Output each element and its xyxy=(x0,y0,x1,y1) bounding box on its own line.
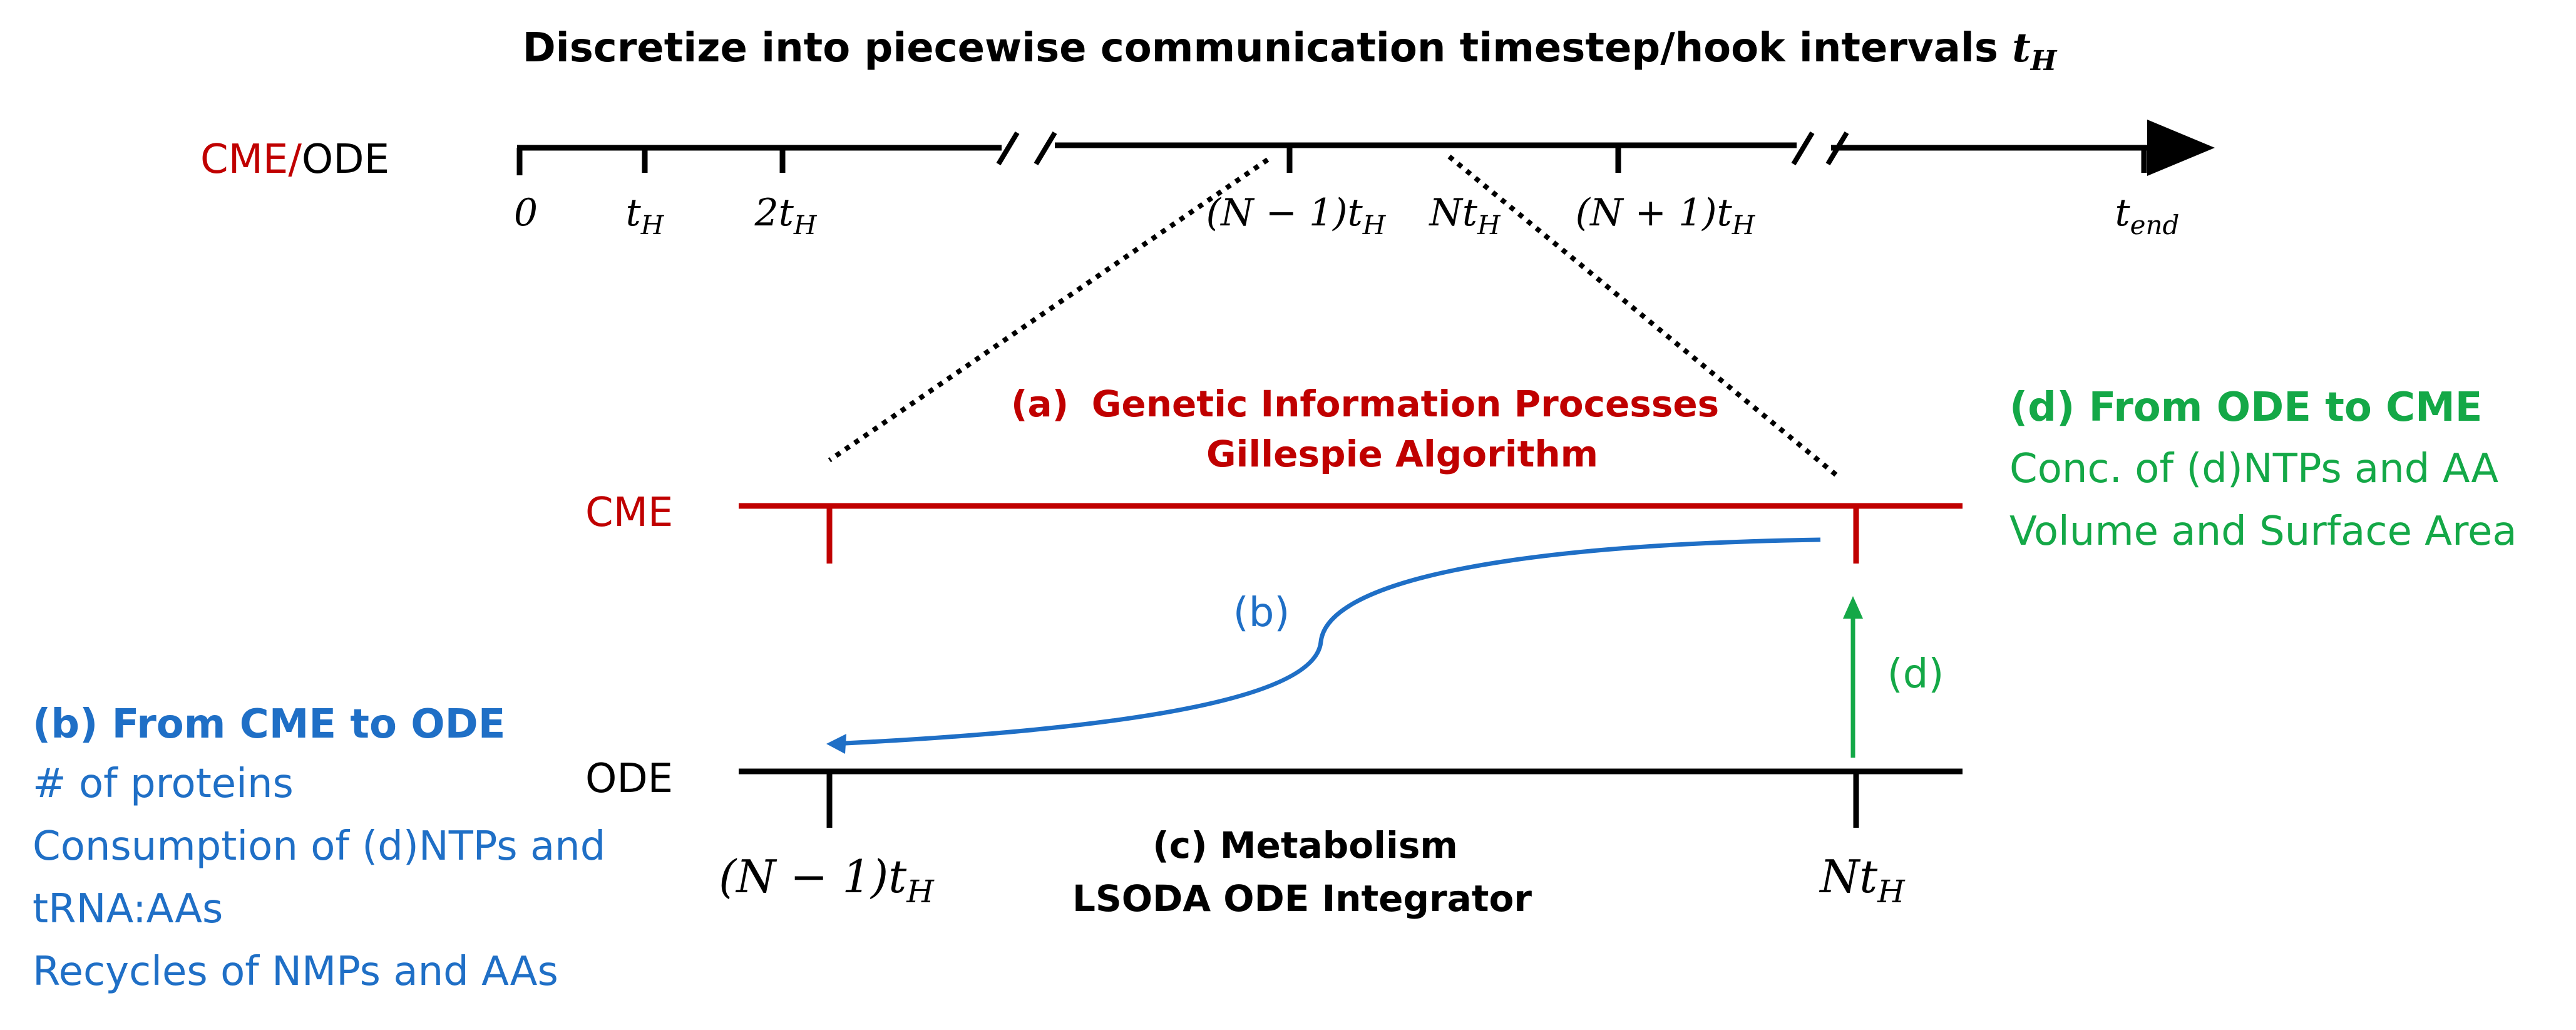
cme-a-marker: (a) xyxy=(1011,383,1069,425)
tick-label-tend: tend xyxy=(2115,191,2180,240)
timeline-label-ode: ODE xyxy=(302,136,389,183)
ode-process-line2: LSODA ODE Integrator xyxy=(1072,877,1532,920)
panel-d-line: Conc. of (d)NTPs and AA xyxy=(2009,446,2498,492)
panel-d-heading: (d) From ODE to CME xyxy=(2009,384,2482,431)
cme-process-line1: Genetic Information Processes xyxy=(1092,383,1719,425)
cme-process-line2: Gillespie Algorithm xyxy=(1206,433,1598,475)
panel-b-line: Consumption of (d)NTPs and xyxy=(33,823,605,870)
panel-b: (b) From CME to ODE # of proteins Consum… xyxy=(33,701,605,995)
panel-b-line: Recycles of NMPs and AAs xyxy=(33,949,558,995)
cme-label: CME xyxy=(585,490,673,536)
tick-label-n: NtH xyxy=(1428,191,1501,240)
tick-label-0: 0 xyxy=(514,191,538,235)
tick-label-n-minus-1: (N − 1)tH xyxy=(1206,191,1387,240)
ode-left-tick-label: (N − 1)tH xyxy=(719,850,935,910)
panel-d: (d) From ODE to CME Conc. of (d)NTPs and… xyxy=(2009,384,2517,555)
diagram-title-text: Discretize into piecewise communication … xyxy=(523,25,2013,71)
d-transfer-arrow xyxy=(1843,596,1863,758)
d-arrow-label: (d) xyxy=(1887,651,1944,698)
tick-label-tH: tH xyxy=(626,191,665,240)
tick-label-2tH: 2tH xyxy=(754,191,818,240)
ode-process-line1: (c) Metabolism xyxy=(1152,824,1458,867)
timeline-label-cme: CME/ xyxy=(200,136,302,183)
panel-d-line: Volume and Surface Area xyxy=(2009,508,2517,555)
diagram-title-subscript: H xyxy=(2029,45,2058,77)
ode-axis xyxy=(739,768,1963,828)
cme-process-heading: (a) xyxy=(1011,383,1069,425)
panel-b-line: # of proteins xyxy=(33,761,294,807)
zoom-lines xyxy=(828,154,1839,478)
timeline-tick-labels: 0 tH 2tH (N − 1)tH NtH (N + 1)tH tend xyxy=(514,191,2180,240)
panel-b-line: tRNA:AAs xyxy=(33,886,223,932)
cme-axis xyxy=(739,503,1963,564)
ode-right-tick-label: NtH xyxy=(1819,850,1906,910)
diagram-title-symbol: t xyxy=(2012,24,2031,71)
b-transfer-arrow xyxy=(826,537,1821,754)
panel-b-heading: (b) From CME to ODE xyxy=(33,701,505,748)
timeline-axis xyxy=(516,120,2215,176)
ode-label: ODE xyxy=(585,756,673,802)
diagram-title: Discretize into piecewise communication … xyxy=(523,24,2058,77)
timeline-label: CME/ODE xyxy=(200,136,389,183)
b-arrow-label: (b) xyxy=(1233,590,1290,636)
tick-label-n-plus-1: (N + 1)tH xyxy=(1576,191,1756,240)
